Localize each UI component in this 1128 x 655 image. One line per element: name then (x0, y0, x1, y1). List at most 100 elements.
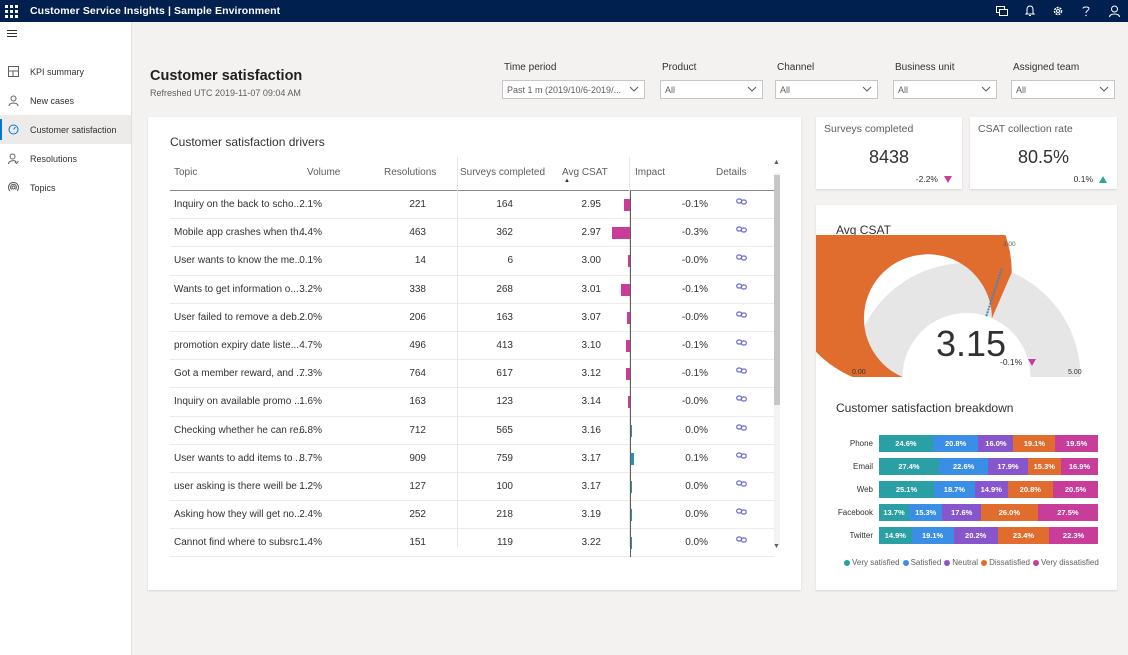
col-header-details[interactable]: Details (716, 167, 747, 178)
col-header-surveys[interactable]: Surveys completed (460, 167, 546, 178)
time-period-dropdown[interactable]: Past 1 m (2019/10/6-2019/... (502, 80, 645, 99)
filter-product: Product All (660, 62, 763, 99)
details-link-icon[interactable] (736, 423, 747, 435)
bar-segment: 22.6% (938, 458, 989, 475)
sidebar-item-label: Customer satisfaction (30, 124, 117, 135)
surveys-cell: 268 (496, 283, 513, 295)
impact-cell: -0.1% (681, 368, 708, 380)
details-link-icon[interactable] (736, 535, 747, 547)
table-row[interactable]: Cannot find where to subsrc... 1.4% 151 119… (170, 529, 774, 558)
details-link-icon[interactable] (736, 479, 747, 491)
impact-bar (627, 311, 630, 324)
scroll-thumb[interactable] (774, 175, 780, 405)
details-link-icon[interactable] (736, 225, 747, 237)
channel-dropdown[interactable]: All (775, 80, 878, 99)
gauge-value: 3.15 (936, 323, 1007, 364)
scroll-up-icon[interactable]: ▲ (773, 159, 780, 166)
table-row[interactable]: promotion expiry date liste... 4.7% 496 413… (170, 332, 774, 361)
details-link-icon[interactable] (736, 197, 747, 209)
sidebar-item-topics[interactable]: Topics (0, 173, 131, 202)
table-row[interactable]: Inquiry on available promo ... 1.6% 163 123… (170, 388, 774, 417)
bell-icon[interactable] (1016, 0, 1044, 22)
sidebar-item-customer-satisfaction[interactable]: Customer satisfaction (0, 115, 131, 144)
top-bar: Customer Service Insights | Sample Envir… (0, 0, 1128, 22)
details-link-icon[interactable] (736, 282, 747, 294)
help-icon[interactable] (1072, 0, 1100, 22)
avg-csat-cell: 3.17 (581, 480, 601, 492)
resolutions-cell: 909 (409, 452, 426, 464)
sidebar-item-kpi-summary[interactable]: KPI summary (0, 57, 131, 86)
details-link-icon[interactable] (736, 394, 747, 406)
sidebar-item-resolutions[interactable]: Resolutions (0, 144, 131, 173)
col-header-avg-csat[interactable]: Avg CSAT (562, 167, 608, 178)
details-link-icon[interactable] (736, 310, 747, 322)
topic-cell: Wants to get information o... (174, 283, 299, 295)
page-title: Customer satisfaction (150, 68, 303, 84)
legend-item[interactable]: Very satisfied (844, 558, 900, 567)
col-header-topic[interactable]: Topic (174, 167, 198, 178)
category-label: Email (852, 462, 873, 471)
legend-label: Very dissatisfied (1040, 558, 1099, 567)
table-row[interactable]: Wants to get information o... 3.2% 338 268 3… (170, 276, 774, 304)
gauge-delta-value: -0.1% (1000, 357, 1023, 367)
app-launcher-icon[interactable] (0, 0, 22, 22)
details-link-icon[interactable] (736, 507, 747, 519)
details-link-icon[interactable] (736, 451, 747, 463)
surveys-cell: 119 (497, 537, 513, 549)
col-header-resolutions[interactable]: Resolutions (384, 167, 437, 178)
table-row[interactable]: Mobile app crashes when th... 4.4% 463 362 2… (170, 219, 774, 248)
filter-channel: Channel All (775, 62, 878, 99)
kpi-delta: 0.1% (1074, 174, 1107, 184)
scroll-down-icon[interactable]: ▼ (773, 543, 780, 550)
chat-icon[interactable] (988, 0, 1016, 22)
gauge-fill (816, 235, 1012, 377)
topic-cell: Mobile app crashes when th... (174, 227, 307, 239)
col-header-impact[interactable]: Impact (635, 167, 666, 178)
table-row[interactable]: user asking is there weill be ... 1.2% 127… (170, 473, 774, 502)
sort-ascending-icon: ▲ (564, 178, 570, 184)
category-label: Web (856, 485, 873, 494)
user-icon[interactable] (1100, 0, 1128, 22)
legend-item[interactable]: Dissatisfied (981, 558, 1030, 567)
sidebar-item-new-cases[interactable]: New cases (0, 86, 131, 115)
business-unit-dropdown[interactable]: All (893, 80, 997, 99)
impact-bar (630, 537, 632, 550)
legend-item[interactable]: Neutral (944, 558, 978, 567)
table-row[interactable]: Inquiry on the back to scho... 2.1% 221 164… (170, 191, 774, 220)
filter-assigned-team: Assigned team All (1011, 62, 1115, 99)
volume-cell: 8.7% (299, 452, 322, 464)
table-row[interactable]: User wants to know the me... 0.1% 14 6 3.00 -… (170, 247, 774, 276)
volume-cell: 1.4% (299, 537, 322, 549)
table-row[interactable]: Asking how they will get no... 2.4% 252 218… (170, 501, 774, 530)
hamburger-menu-icon[interactable] (0, 22, 131, 48)
legend-item[interactable]: Very dissatisfied (1032, 558, 1099, 567)
col-header-volume[interactable]: Volume (307, 167, 341, 178)
product-dropdown[interactable]: All (660, 80, 763, 99)
impact-cell: -0.3% (681, 227, 708, 239)
table-scrollbar[interactable]: ▲ ▼ (773, 159, 781, 551)
legend-item[interactable]: Satisfied (902, 558, 941, 567)
kpi-delta-value: -2.2% (915, 174, 938, 184)
impact-cell: 0.0% (685, 480, 708, 492)
assigned-team-dropdown[interactable]: All (1011, 80, 1115, 99)
table-row[interactable]: Checking whether he can re... 6.8% 712 565 3… (170, 417, 774, 445)
details-link-icon[interactable] (736, 338, 747, 350)
gear-icon[interactable] (1044, 0, 1072, 22)
resolutions-cell: 252 (409, 509, 426, 521)
table-row[interactable]: Got a member reward, and ... 7.3% 764 617 3.… (170, 360, 774, 389)
legend-dot (844, 559, 850, 566)
details-link-icon[interactable] (736, 253, 747, 265)
table-row[interactable]: User failed to remove a deb... 2.0% 206 163… (170, 304, 774, 332)
drivers-table: Topic Volume Resolutions Surveys complet… (170, 157, 774, 558)
dropdown-value: All (1016, 84, 1027, 95)
volume-cell: 4.4% (299, 227, 322, 239)
topic-cell: user asking is there weill be ... (174, 480, 308, 492)
volume-cell: 2.4% (299, 509, 322, 521)
surveys-cell: 163 (496, 311, 513, 323)
bar-segment: 22.3% (1049, 527, 1098, 544)
table-row[interactable]: User wants to add items to ... 8.7% 909 759… (170, 445, 774, 473)
topic-cell: promotion expiry date liste... (174, 339, 300, 351)
impact-cell: -0.0% (681, 396, 708, 408)
details-link-icon[interactable] (736, 366, 747, 378)
bar-segment: 24.6% (879, 435, 933, 452)
